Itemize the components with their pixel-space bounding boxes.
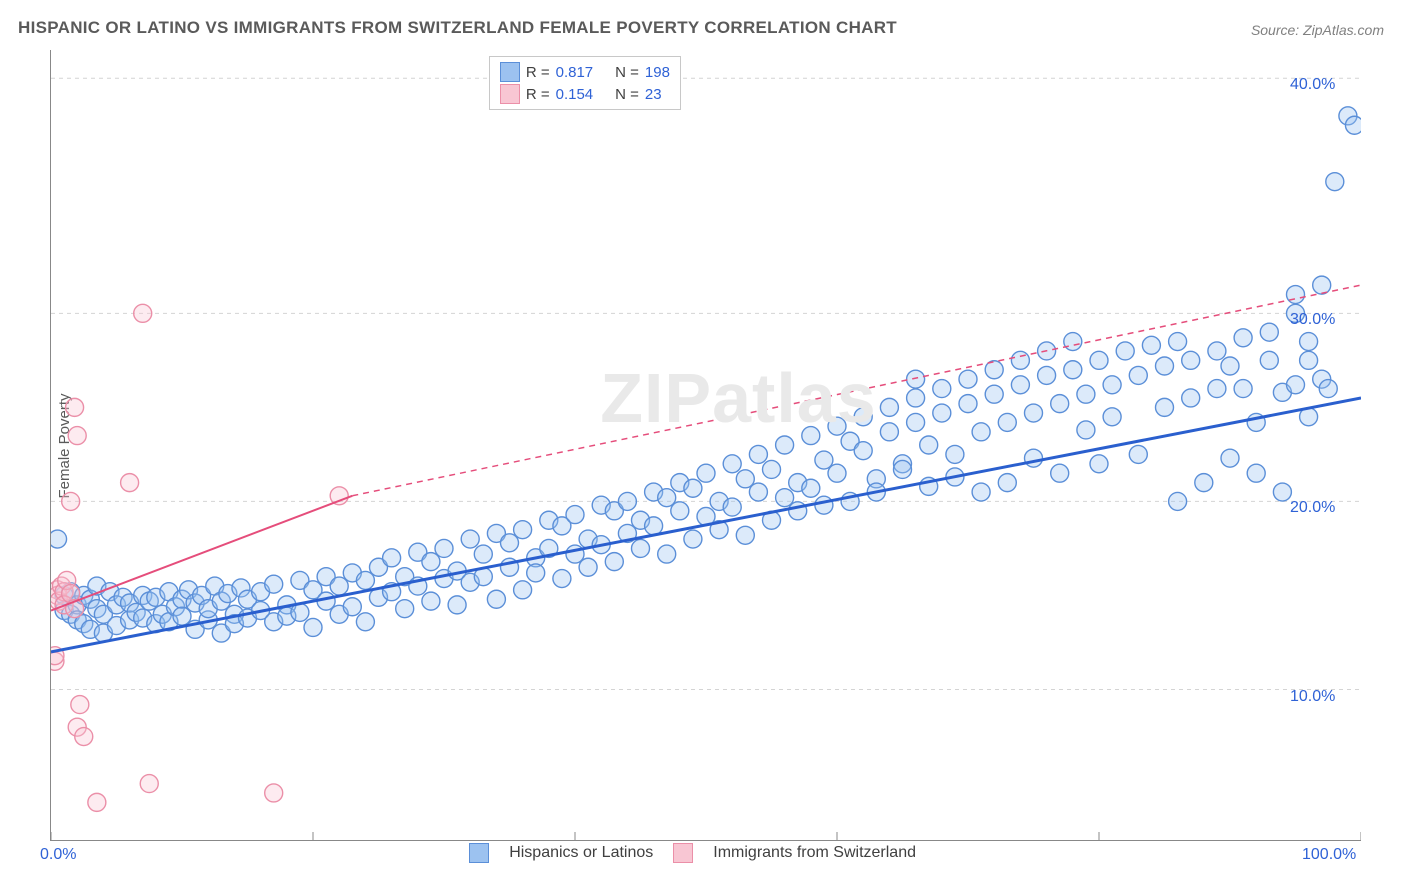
n-label-1: N = bbox=[615, 64, 639, 81]
series-legend: Hispanics or Latinos Immigrants from Swi… bbox=[469, 843, 916, 863]
n-label-2: N = bbox=[615, 86, 639, 103]
source-attribution: Source: ZipAtlas.com bbox=[1251, 22, 1384, 38]
swatch-series-1 bbox=[500, 62, 520, 82]
swatch-series-2 bbox=[500, 84, 520, 104]
r-label-2: R = bbox=[526, 86, 550, 103]
scatter-plot bbox=[50, 50, 1361, 841]
y-tick-label: 40.0% bbox=[1290, 76, 1335, 94]
correlation-legend: R = 0.817 N = 198 R = 0.154 N = 23 bbox=[489, 56, 681, 110]
n-value-2: 23 bbox=[645, 86, 662, 103]
r-value-2: 0.154 bbox=[556, 86, 594, 103]
y-tick-label: 30.0% bbox=[1290, 311, 1335, 329]
y-tick-label: 10.0% bbox=[1290, 688, 1335, 706]
x-tick-label: 100.0% bbox=[1302, 846, 1356, 864]
series-2-name: Immigrants from Switzerland bbox=[713, 844, 916, 862]
chart-title: HISPANIC OR LATINO VS IMMIGRANTS FROM SW… bbox=[18, 18, 897, 38]
swatch-series-2-bottom bbox=[673, 843, 693, 863]
series-1-name: Hispanics or Latinos bbox=[509, 844, 653, 862]
y-tick-label: 20.0% bbox=[1290, 499, 1335, 517]
r-label-1: R = bbox=[526, 64, 550, 81]
legend-row-2: R = 0.154 N = 23 bbox=[500, 83, 670, 105]
r-value-1: 0.817 bbox=[556, 64, 594, 81]
legend-row-1: R = 0.817 N = 198 bbox=[500, 61, 670, 83]
swatch-series-1-bottom bbox=[469, 843, 489, 863]
n-value-1: 198 bbox=[645, 64, 670, 81]
x-tick-label: 0.0% bbox=[40, 846, 76, 864]
